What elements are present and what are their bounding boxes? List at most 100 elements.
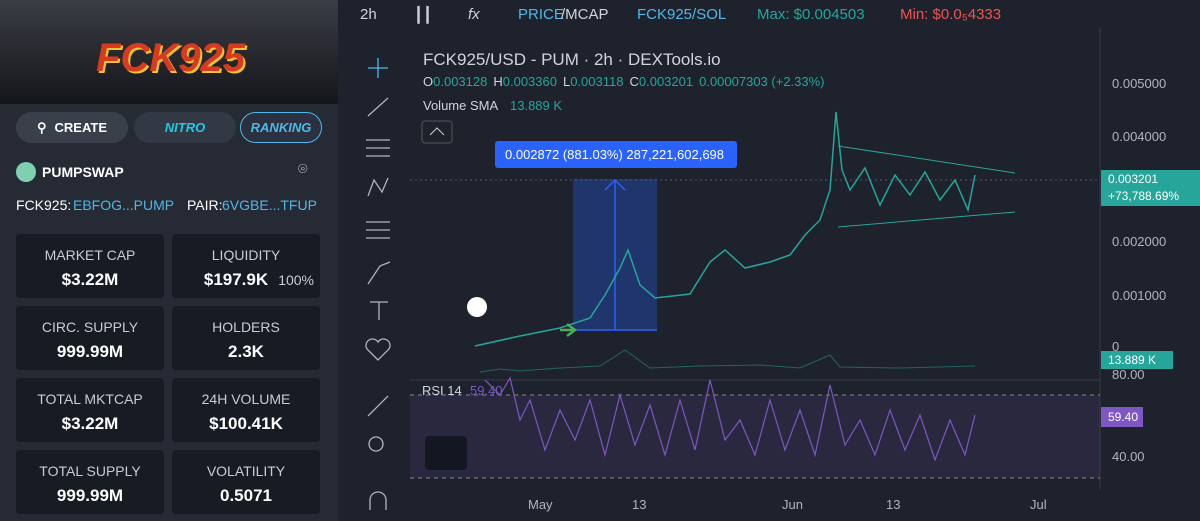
stat-label: TOTAL MKTCAP bbox=[37, 391, 143, 407]
price-tick-label: 0.004000 bbox=[1112, 129, 1167, 144]
volume-sma-label: Volume SMA bbox=[423, 98, 499, 113]
measure-label-box bbox=[495, 141, 737, 168]
nitro-button[interactable]: NITRO bbox=[134, 112, 236, 143]
ohlc-key: L bbox=[562, 74, 571, 89]
ohlc: O0.003128 H0.003360 L0.003118 C0.003201 0.00… bbox=[423, 74, 825, 89]
chart-layer bbox=[365, 28, 1200, 510]
token-label: FCK925: bbox=[16, 197, 72, 213]
ohlc-value: 0.003360 bbox=[502, 74, 557, 89]
stat-label: 24H VOLUME bbox=[201, 391, 291, 407]
rsi-box bbox=[1101, 407, 1143, 427]
volume-box bbox=[1101, 351, 1173, 369]
create-button[interactable]: ⚲ CREATE bbox=[16, 112, 128, 143]
time-tick-label: 13 bbox=[886, 497, 901, 512]
trendline bbox=[837, 145, 1016, 174]
stat-value: $3.22M bbox=[61, 270, 119, 289]
min-price: Min: $0.0₅4333 bbox=[900, 6, 1002, 23]
pair-toggle[interactable]: FCK925/SOL bbox=[637, 6, 727, 23]
stat-value: $197.9K bbox=[203, 270, 269, 289]
binoculars-icon[interactable]: ⌾ bbox=[298, 161, 308, 178]
dex-name: PUMPSWAP bbox=[42, 164, 124, 180]
button-label: RANKING bbox=[250, 120, 312, 135]
time-tick-label: 13 bbox=[632, 497, 647, 512]
stat-value: 2.3K bbox=[228, 342, 264, 361]
button-label: NITRO bbox=[164, 120, 206, 135]
stat-label: LIQUIDITY bbox=[211, 247, 281, 263]
chart-panel bbox=[340, 0, 1200, 521]
stat-value: 0.5071 bbox=[220, 486, 272, 505]
price-tick-label: 0.002000 bbox=[1112, 234, 1167, 249]
volume-bars bbox=[479, 349, 976, 373]
indicator-icon[interactable]: fx bbox=[468, 6, 480, 23]
price-tick-label: 0 bbox=[1112, 339, 1120, 354]
rsi-last: 59.40 bbox=[1108, 410, 1139, 424]
volume-sma-value: 13.889 K bbox=[510, 98, 563, 113]
last-price-box bbox=[1101, 170, 1200, 206]
button-label: CREATE bbox=[54, 120, 107, 135]
price-tick-label: 0.005000 bbox=[1112, 76, 1167, 91]
stat-value: $3.22M bbox=[61, 414, 119, 433]
dex-icon bbox=[16, 162, 36, 182]
ranking-button[interactable]: RANKING bbox=[240, 112, 322, 143]
ohlc-key: C bbox=[629, 74, 639, 89]
chart-title: FCK925/USD - PUM · 2h · DEXTools.io bbox=[423, 50, 721, 69]
trendline bbox=[837, 211, 1016, 228]
stat-card: HOLDERS 2.3K bbox=[172, 306, 320, 370]
stat-card: VOLATILITY 0.5071 bbox=[172, 450, 320, 514]
stat-label: TOTAL SUPPLY bbox=[39, 463, 141, 479]
time-tick-label: May bbox=[528, 497, 553, 512]
stat-card: MARKET CAP $3.22M bbox=[16, 234, 164, 298]
measure-label: 0.002872 (881.03%) 287,221,602,698 bbox=[505, 147, 725, 162]
stat-extra: 100% bbox=[278, 272, 314, 288]
ohlc-value: 0.003118 bbox=[570, 74, 624, 89]
stat-card: LIQUIDITY $197.9K 100% bbox=[172, 234, 320, 298]
rsi-band bbox=[410, 395, 1100, 478]
ohlc-change: 0.00007303 (+2.33%) bbox=[699, 74, 825, 89]
stat-card: TOTAL MKTCAP $3.22M bbox=[16, 378, 164, 442]
brand-logo: FCK925 bbox=[96, 36, 245, 80]
sidebar: FCK925 ⚲ CREATE NITRO RANKING PUMPSWAP ⌾ … bbox=[0, 0, 338, 521]
stat-label: HOLDERS bbox=[212, 319, 280, 335]
pill-icon bbox=[467, 297, 487, 317]
measure-arrowhead bbox=[604, 178, 626, 191]
chart-canvas bbox=[365, 28, 1200, 510]
time-tick-label: Jul bbox=[1030, 497, 1047, 512]
stat-value: 999.99M bbox=[56, 342, 124, 361]
entry-arrow bbox=[560, 323, 578, 337]
ohlc-key: O bbox=[423, 74, 434, 89]
stat-card: TOTAL SUPPLY 999.99M bbox=[16, 450, 164, 514]
volume-label: 13.889 K bbox=[1108, 353, 1157, 367]
rsi-axis-label: 40.00 bbox=[1112, 449, 1145, 464]
last-price: 0.003201 bbox=[1108, 172, 1159, 186]
drawing-tools bbox=[365, 58, 391, 510]
price-toggle[interactable]: PRICE bbox=[518, 6, 564, 23]
ohlc-key: H bbox=[493, 74, 503, 89]
time-tick-label: Jun bbox=[782, 497, 803, 512]
ohlc-value: 0.003128 bbox=[433, 74, 488, 89]
mcap-toggle[interactable]: /MCAP bbox=[561, 6, 609, 23]
rsi-line bbox=[484, 376, 976, 462]
pair-address[interactable]: 6VGBE...TFUP bbox=[222, 197, 317, 213]
stat-value: 999.99M bbox=[56, 486, 124, 505]
ohlc-value: 0.003201 bbox=[638, 74, 694, 89]
tv-logo bbox=[425, 436, 467, 470]
stat-card: 24H VOLUME $100.41K bbox=[172, 378, 320, 442]
price-line bbox=[474, 111, 976, 347]
stat-label: MARKET CAP bbox=[44, 247, 136, 263]
rsi-value: 59.40 bbox=[470, 383, 503, 398]
interval[interactable]: 2h bbox=[360, 6, 377, 23]
rsi-axis-label: 80.00 bbox=[1112, 367, 1145, 382]
token-address[interactable]: EBFOG...PUMP bbox=[73, 197, 175, 213]
collapse-button[interactable] bbox=[421, 120, 453, 144]
stat-card: CIRC. SUPPLY 999.99M bbox=[16, 306, 164, 370]
banner: FCK925 bbox=[0, 0, 338, 104]
stat-label: CIRC. SUPPLY bbox=[41, 319, 139, 335]
rsi-label: RSI 14 bbox=[422, 383, 462, 398]
candle-icon[interactable]: ┃┃ bbox=[414, 7, 433, 24]
collapse-icon bbox=[429, 127, 445, 136]
stat-value: $100.41K bbox=[209, 414, 283, 433]
max-price: Max: $0.004503 bbox=[757, 6, 865, 23]
last-change: +73,788.69% bbox=[1108, 189, 1180, 203]
price-tick-label: 0.001000 bbox=[1112, 288, 1167, 303]
